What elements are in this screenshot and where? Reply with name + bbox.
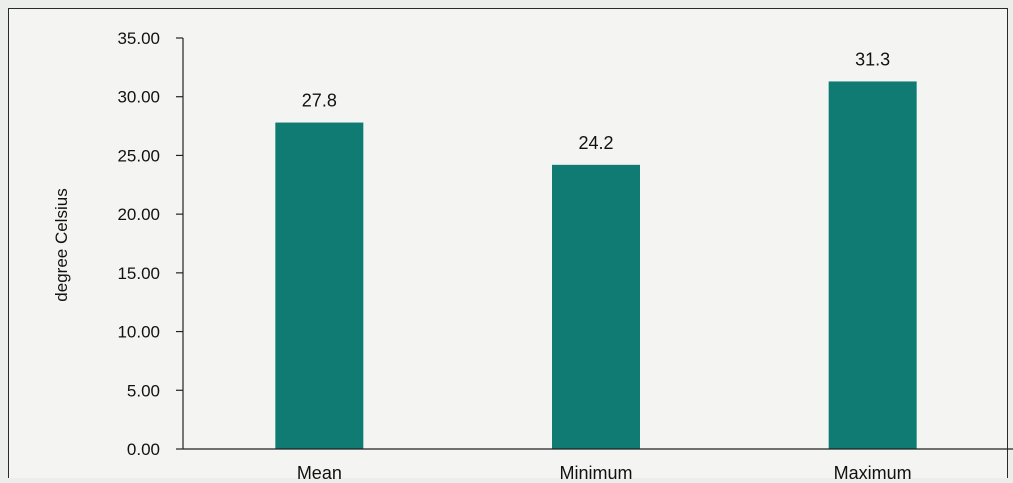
y-tick-label: 5.00 [127,381,160,400]
y-tick-label: 20.00 [117,205,160,224]
data-label: 27.8 [302,91,337,111]
x-tick-label: Minimum [559,463,632,483]
y-tick-label: 25.00 [117,146,160,165]
x-tick-label: Maximum [834,463,912,483]
x-axis-labels: Mean Minimum Maximum [297,463,912,483]
bar-mean [275,122,364,449]
x-tick-label: Mean [297,463,342,483]
bars: 27.8 24.2 31.3 [275,49,917,449]
y-axis-ticks: 0.00 5.00 10.00 15.00 20.00 25.00 30.00 35.00 [117,29,183,459]
y-tick-label: 35.00 [117,29,160,48]
y-tick-label: 0.00 [127,440,160,459]
y-tick-label: 15.00 [117,264,160,283]
data-label: 31.3 [855,49,890,69]
bar-minimum [552,164,640,449]
y-axis-title: degree Celsius [52,188,71,301]
data-label: 24.2 [578,133,613,153]
y-tick-label: 10.00 [117,323,160,342]
y-tick-label: 30.00 [117,88,160,107]
bar-maximum [828,81,917,449]
